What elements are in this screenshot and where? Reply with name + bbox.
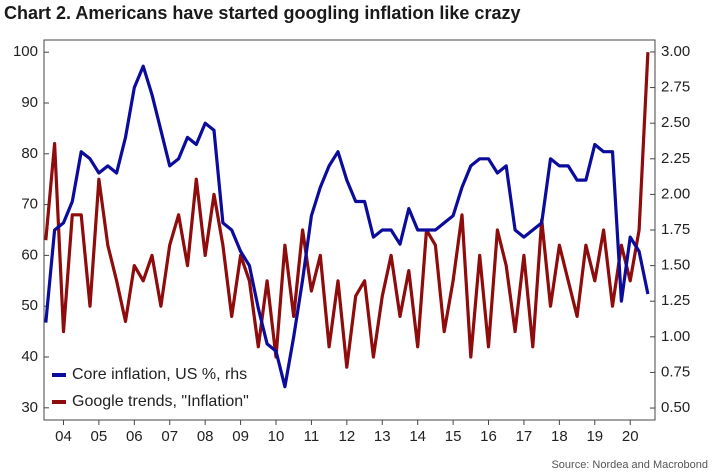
x-tick-label: 10 xyxy=(268,428,285,445)
x-tick-label: 19 xyxy=(586,428,603,445)
y2-tick-label: 2.75 xyxy=(661,79,690,96)
series-line xyxy=(44,52,650,369)
x-tick-label: 09 xyxy=(232,428,249,445)
y2-tick-label: 1.00 xyxy=(661,328,690,345)
y-tick-label: 100 xyxy=(13,43,38,60)
x-tick-label: 18 xyxy=(551,428,568,445)
y2-tick-label: 0.50 xyxy=(661,399,690,416)
series-line xyxy=(44,64,650,389)
x-tick-label: 07 xyxy=(161,428,178,445)
y-tick-label: 50 xyxy=(21,297,38,314)
x-tick-label: 05 xyxy=(91,428,108,445)
x-tick-label: 12 xyxy=(338,428,355,445)
source: Source: Nordea and Macrobond xyxy=(551,459,708,471)
x-tick-label: 08 xyxy=(197,428,214,445)
y2-tick-label: 2.00 xyxy=(661,185,690,202)
legend-label: Google trends, "Inflation" xyxy=(72,393,249,410)
y-tick-label: 30 xyxy=(21,399,38,416)
x-tick-label: 13 xyxy=(374,428,391,445)
plot-frame xyxy=(43,39,656,421)
x-tick-label: 11 xyxy=(304,428,320,445)
y2-tick-label: 0.75 xyxy=(661,363,690,380)
y2-tick-label: 1.25 xyxy=(661,292,690,309)
x-tick-label: 17 xyxy=(516,428,533,445)
y2-tick-label: 2.50 xyxy=(661,114,690,131)
y-tick-label: 40 xyxy=(21,348,38,365)
y2-tick-label: 1.50 xyxy=(661,257,690,274)
x-tick-label: 20 xyxy=(622,428,639,445)
y-tick-label: 70 xyxy=(21,196,38,213)
y2-tick-label: 2.25 xyxy=(661,150,690,167)
x-tick-label: 04 xyxy=(55,428,72,445)
legend-label: Core inflation, US %, rhs xyxy=(72,366,247,383)
y-tick-label: 60 xyxy=(21,246,38,263)
y-tick-label: 80 xyxy=(21,145,38,162)
y-tick-label: 90 xyxy=(21,94,38,111)
x-tick-label: 06 xyxy=(126,428,143,445)
x-tick-label: 16 xyxy=(480,428,497,445)
x-tick-label: 14 xyxy=(409,428,426,445)
x-tick-label: 15 xyxy=(445,428,462,445)
y2-tick-label: 3.00 xyxy=(661,43,690,60)
chart-title: Chart 2. Americans have started googling… xyxy=(4,3,520,23)
y2-tick-label: 1.75 xyxy=(661,221,690,238)
